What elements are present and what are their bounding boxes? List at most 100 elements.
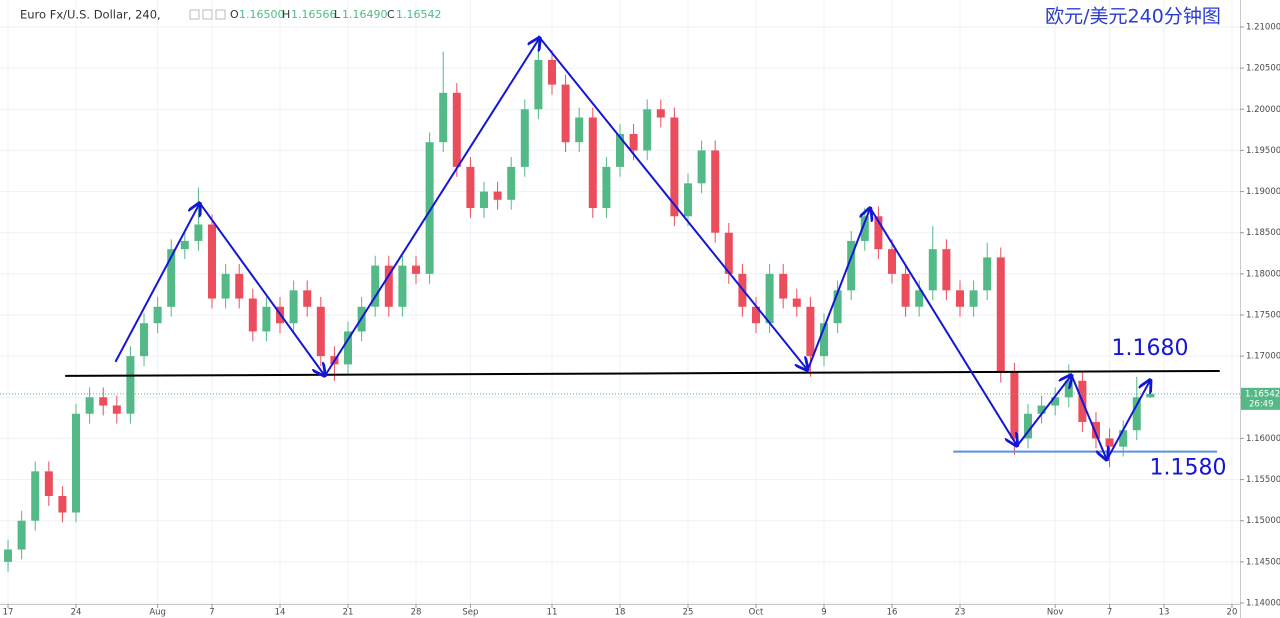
overlay: 1.1680 1.1580 [0,38,1240,481]
zigzag-arrow [1105,380,1151,461]
y-tick-label: 1.15500 [1246,475,1280,485]
candle-body [180,240,189,250]
candle-body [602,166,611,209]
candle-body [575,117,584,143]
candle-body [670,117,679,217]
candle-body [683,183,692,217]
candle-body [697,150,706,184]
ohlc-value: 1.16500 [239,8,285,21]
x-tick-label: 14 [275,608,286,618]
candle-body [1051,397,1060,406]
x-tick-label: 13 [1159,608,1170,618]
candle-body [847,240,856,291]
zigzag-arrow [1016,375,1071,447]
y-tick-label: 1.18500 [1246,228,1280,238]
candle-body [1037,405,1046,414]
y-tick-label: 1.19000 [1246,187,1280,197]
y-tick-label: 1.15000 [1246,516,1280,526]
candle-body [520,109,529,167]
candle-body [167,249,176,307]
candle-body [480,191,489,209]
candle-body [901,273,910,307]
candle-body [44,471,53,497]
candle-body [915,290,924,307]
header-icon[interactable] [189,9,200,20]
x-tick-label: 11 [547,608,558,618]
last-price-label: 1.16542 [1245,389,1280,399]
zigzag-arrow [538,37,808,370]
ohlc-value: 1.16542 [396,8,442,21]
candle-body [371,265,380,307]
x-tick-label: Nov [1047,608,1064,618]
chart-title: 欧元/美元240分钟图 [1045,6,1221,28]
candle-body [72,413,81,513]
candle-body [1105,438,1114,447]
y-tick-label: 1.21000 [1246,23,1280,33]
candle-body [507,166,516,200]
x-tick-label: 24 [71,608,82,618]
candle-body [616,133,624,167]
candle-body [140,323,149,357]
candle-body [235,273,244,299]
candle-body [792,298,801,307]
header-icon[interactable] [202,9,213,20]
candle-body [1119,430,1128,447]
candle-body [887,249,896,274]
zigzag-arrow [324,38,540,377]
y-tick-label: 1.14000 [1246,599,1280,609]
x-tick-label: 18 [615,608,626,618]
level-label: 1.1680 [1112,336,1189,361]
countdown: 26:49 [1249,399,1274,409]
y-tick-label: 1.14500 [1246,557,1280,567]
resistance-line [65,369,1220,377]
x-tick-label: 25 [683,608,694,618]
candle-body [493,191,502,200]
y-tick-label: 1.20000 [1246,105,1280,115]
candle-body [561,84,570,143]
candle-body [99,397,108,406]
x-tick-label: 7 [209,608,214,618]
level-label: 1.1580 [1150,456,1227,481]
candle-body [955,290,964,307]
candle-body [1023,413,1032,439]
x-tick-label: 21 [343,608,354,618]
x-tick-label: 20 [1227,608,1238,618]
candle-body [153,306,162,324]
symbol: Euro Fx/U.S. Dollar, 240, [20,8,161,22]
ohlc-key: L [334,8,341,21]
candle-body [969,290,978,307]
ohlc-key: C [387,8,395,21]
candle-body [1091,421,1100,439]
candle-body [289,290,298,324]
candle-body [439,92,448,143]
candle-body [833,290,842,324]
x-tick-label: 23 [955,608,966,618]
candle-body [85,397,94,414]
candle-body [534,59,543,110]
candle-body [942,249,951,291]
x-tick-label: 9 [821,608,826,618]
candle-body [248,298,257,332]
zigzag-arrow [1070,374,1107,460]
y-tick-label: 1.20500 [1246,64,1280,74]
candle-body [112,405,121,414]
x-tick-label: 17 [3,608,14,618]
candle-body [262,306,271,332]
candle-body [194,224,203,241]
y-tick-label: 1.16000 [1246,434,1280,444]
candle-body [643,109,652,151]
candle-body [983,257,992,291]
x-tick-label: Oct [749,608,764,618]
candle-body [548,59,557,85]
candle-body [751,306,760,324]
candle-body [928,249,937,291]
last-price-box [1241,387,1280,410]
header-icon[interactable] [215,9,226,20]
candle-body [724,232,733,274]
candle-body [860,216,869,241]
candle-body [1010,372,1019,439]
zigzag-arrow [114,203,199,363]
y-tick-label: 1.19500 [1246,146,1280,156]
candle-body [4,549,13,562]
